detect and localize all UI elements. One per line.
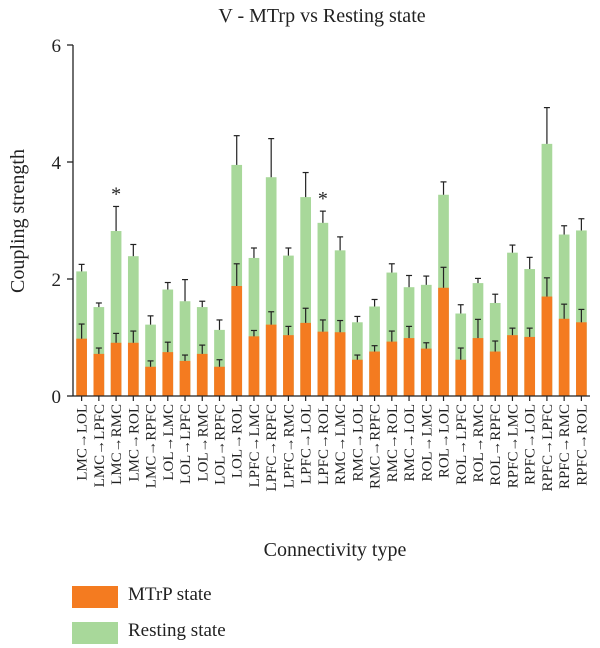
x-tick-label: RMC→LMC (333, 404, 349, 485)
x-tick-label: LOL→RMC (195, 404, 211, 482)
bar-mtrp (283, 335, 294, 396)
significance-marker: * (318, 188, 328, 210)
bar-resting (248, 257, 260, 396)
legend-swatch-resting (72, 622, 118, 644)
bar-mtrp (386, 341, 398, 396)
bar-mtrp (507, 335, 518, 396)
bar-resting (317, 222, 329, 396)
x-tick-label: LPFC→RPFC (264, 404, 280, 492)
chart-title: V - MTrp vs Resting state (218, 5, 425, 27)
x-tick-label: RPFC→RMC (557, 404, 573, 489)
bar-resting (110, 231, 122, 396)
x-tick-label: LOL→RPFC (212, 404, 228, 485)
bar-mtrp (162, 352, 174, 396)
bar-mtrp (472, 338, 484, 396)
bar-mtrp (214, 366, 225, 396)
y-axis: 0 2 4 6 (52, 36, 74, 408)
bar-mtrp (196, 353, 208, 396)
x-tick-label: ROL→LMC (419, 404, 435, 482)
x-tick-label: LPFC→ROL (316, 404, 332, 485)
y-axis-label: Coupling strength (7, 149, 29, 293)
x-tick-label: LOL→ROL (230, 404, 246, 478)
bar-mtrp (334, 332, 346, 396)
bar-resting (179, 301, 191, 396)
bar-mtrp (455, 359, 467, 396)
bar-mtrp (420, 348, 432, 396)
x-tick-label: RMC→ROL (385, 404, 401, 482)
legend-label-resting: Resting state (128, 620, 226, 641)
bar-mtrp (524, 336, 536, 396)
significance-marker: * (111, 183, 121, 205)
x-tick-label: ROL→RMC (471, 404, 487, 482)
x-tick-label: RMC→LOL (402, 404, 418, 482)
bar-mtrp (317, 331, 329, 396)
y-tick-label: 2 (52, 270, 62, 291)
x-tick-label: LMC→RPFC (144, 404, 160, 488)
x-tick-label: LPFC→LOL (299, 404, 315, 484)
bar-mtrp (300, 322, 311, 396)
legend-label-mtrp: MTrP state (128, 584, 212, 605)
bar-mtrp (231, 286, 243, 396)
bar-mtrp (76, 338, 87, 396)
bar-mtrp (248, 336, 260, 396)
x-tick-label: LOL→LMC (161, 404, 177, 481)
bar-mtrp (403, 338, 415, 396)
x-tick-label: RPFC→ROL (574, 404, 590, 486)
y-tick-label: 4 (52, 153, 62, 174)
x-tick-label: RPFC→LPFC (540, 404, 556, 492)
bar-mtrp (369, 351, 380, 396)
bar-resting (265, 177, 277, 396)
bar-resting (420, 284, 432, 396)
x-tick-label: LMC→ROL (126, 404, 142, 482)
bar-resting (507, 252, 518, 396)
bar-mtrp (558, 318, 570, 396)
bar-mtrp (179, 360, 191, 396)
bar-mtrp (93, 353, 105, 396)
y-tick-label: 6 (52, 36, 62, 57)
x-tick-label: RPFC→LOL (523, 404, 539, 485)
bar-mtrp (265, 324, 277, 396)
x-tick-label: LMC→LOL (75, 404, 91, 481)
x-tick-label: LMC→RMC (109, 404, 125, 485)
x-tick-label: ROL→LOL (437, 404, 453, 478)
bar-mtrp (438, 287, 449, 396)
x-tick-label: ROL→LPFC (454, 404, 470, 485)
bar-mtrp (541, 296, 553, 396)
legend-swatch-mtrp (72, 586, 118, 608)
bar-mtrp (110, 342, 122, 396)
x-axis: LMC→LOL LMC→LPFC LMC→RMC LMC→ROL LMC→RPFC LOL… (73, 395, 590, 492)
y-tick-label: 0 (52, 387, 62, 408)
bars: * * (76, 106, 587, 396)
bar-mtrp (576, 322, 587, 396)
x-tick-label: LPFC→LMC (247, 404, 263, 487)
x-tick-label: LPFC→RMC (281, 404, 297, 488)
x-axis-label: Connectivity type (264, 539, 407, 561)
bar-mtrp (127, 342, 139, 396)
x-tick-label: RPFC→LMC (505, 404, 521, 488)
bar-resting (300, 197, 311, 396)
x-tick-label: LOL→LPFC (178, 404, 194, 484)
bar-mtrp (352, 359, 363, 396)
bar-mtrp (145, 366, 156, 396)
bar-mtrp (489, 351, 501, 396)
x-tick-label: RMC→RPFC (368, 404, 384, 489)
x-tick-label: ROL→RPFC (488, 404, 504, 486)
x-tick-label: RMC→LOL (350, 404, 366, 482)
x-tick-label: LMC→LPFC (92, 404, 108, 487)
bar-resting (127, 256, 139, 396)
bar-resting (541, 143, 553, 396)
